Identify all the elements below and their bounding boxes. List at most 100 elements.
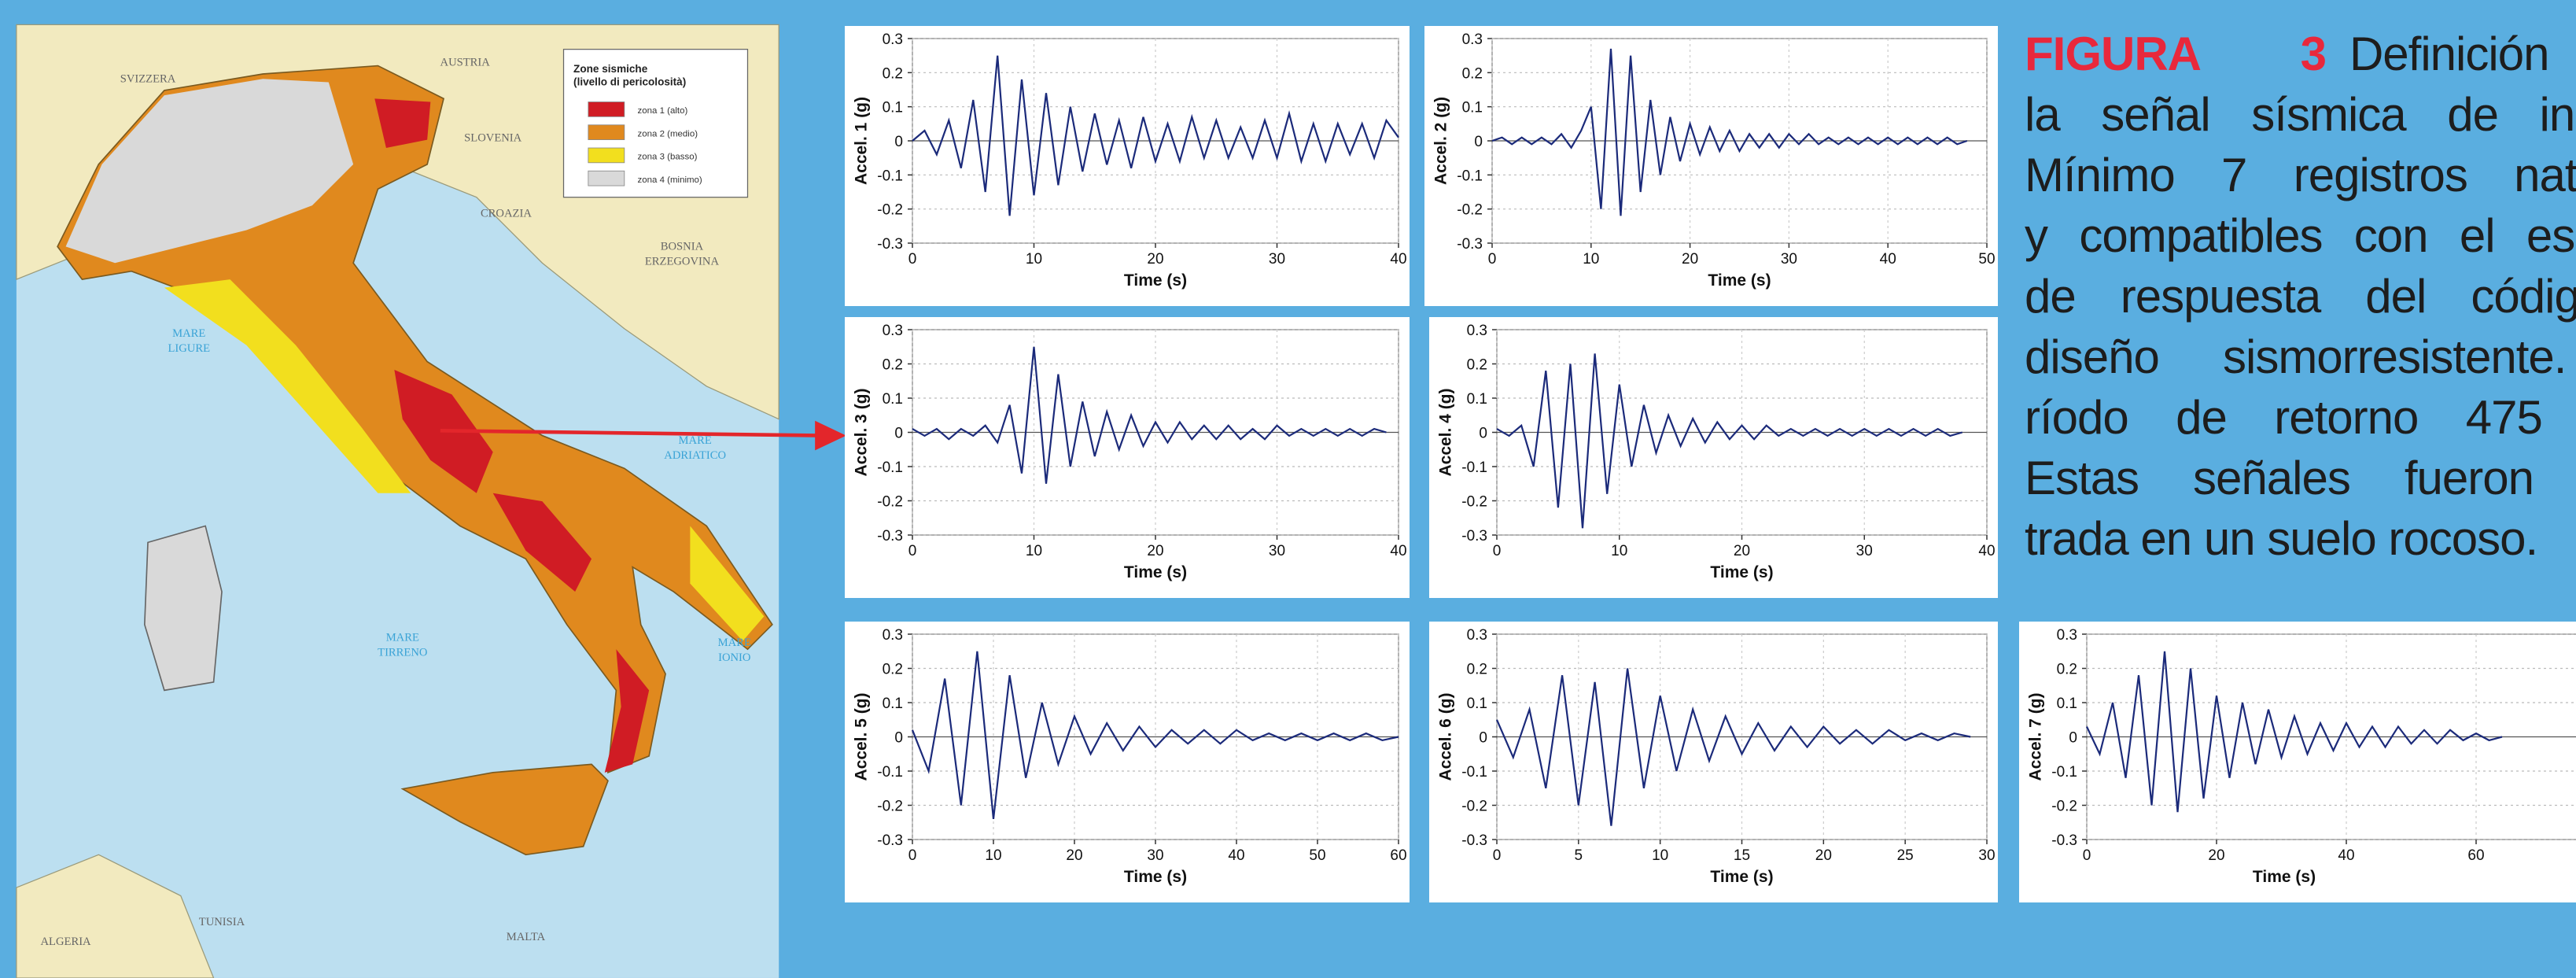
zone-area: [492, 493, 592, 592]
legend-label: zona 3 (basso): [638, 153, 698, 162]
x-tick-label: 20: [1147, 543, 1163, 559]
caption-text: la señal sísmica de ingreso.: [2025, 88, 2576, 141]
y-tick-label: -0.2: [877, 202, 903, 219]
x-tick-label: 20: [1147, 251, 1163, 268]
y-tick-label: -0.1: [877, 764, 903, 781]
chart: -0.3 -0.2 -0.1 0 0.1 0.2 0.3 0 10 20 30 40 50 60 Time …: [845, 622, 1410, 902]
legend-swatch: [588, 124, 625, 140]
y-tick-label: 0.3: [883, 323, 903, 339]
zone-area: [374, 98, 431, 149]
y-tick-label: 0.2: [883, 65, 903, 82]
x-tick-label: 10: [1026, 543, 1042, 559]
x-tick-label: 40: [1228, 847, 1244, 864]
x-tick-label: 50: [1978, 251, 1995, 268]
y-tick-label: 0.1: [1462, 100, 1483, 116]
caption-text: trada en un suelo rocoso.: [2025, 512, 2538, 565]
zone-area: [164, 279, 411, 493]
y-tick-label: -0.3: [877, 236, 903, 253]
y-tick-label: -0.2: [1461, 494, 1487, 511]
y-tick-label: 0.3: [883, 31, 903, 48]
y-tick-label: -0.2: [1457, 202, 1483, 219]
y-tick-label: 0.2: [2057, 662, 2077, 678]
y-tick-label: 0: [2069, 730, 2077, 747]
x-tick-label: 0: [1488, 251, 1497, 268]
map-label: TIRRENO: [378, 647, 427, 659]
x-tick-label: 40: [1880, 251, 1896, 268]
zone-area: [65, 79, 354, 264]
chart: -0.3 -0.2 -0.1 0 0.1 0.2 0.3 0 10 20 30 40 Time (s) A…: [845, 317, 1410, 598]
x-tick-label: 40: [1390, 251, 1406, 268]
y-tick-label: 0: [894, 426, 903, 442]
y-tick-label: 0.3: [1467, 323, 1487, 339]
y-axis-title: Accel. 4 (g): [1437, 388, 1455, 476]
map-label: CROAZIA: [481, 208, 532, 220]
caption-line: Mínimo 7 registros naturales: [2025, 145, 2576, 205]
x-tick-label: 30: [1269, 543, 1285, 559]
y-tick-label: 0: [894, 730, 903, 747]
caption-line: FIGURA 3 Definición de: [2025, 24, 2576, 84]
caption-line: de respuesta del código de: [2025, 266, 2576, 327]
signal-line: [2086, 651, 2503, 813]
y-tick-label: -0.2: [877, 494, 903, 511]
y-tick-label: -0.3: [877, 832, 903, 849]
x-tick-label: 10: [985, 847, 1001, 864]
map-label: SLOVENIA: [464, 132, 521, 145]
legend-swatch: [588, 170, 625, 186]
arrow-head: [815, 420, 846, 451]
x-tick-label: 20: [1734, 543, 1750, 559]
signal-line: [1491, 48, 1968, 216]
y-tick-label: 0.2: [883, 662, 903, 678]
x-axis-title: Time (s): [1124, 868, 1187, 886]
map-label: MALTA: [507, 931, 546, 943]
map-label: LIGURE: [168, 342, 210, 355]
y-axis-title: Accel. 2 (g): [1432, 97, 1450, 185]
y-tick-label: -0.1: [2051, 764, 2077, 781]
x-axis-title: Time (s): [1710, 868, 1773, 886]
x-tick-label: 0: [1493, 847, 1502, 864]
y-axis-title: Accel. 6 (g): [1437, 692, 1455, 781]
map-label: TUNISIA: [199, 916, 245, 928]
y-tick-label: 0.1: [883, 391, 903, 408]
legend-label: zona 2 (medio): [638, 129, 698, 138]
y-tick-label: 0.3: [2057, 627, 2077, 644]
x-tick-label: 25: [1897, 847, 1914, 864]
caption-line: ríodo de retorno 475 años.: [2025, 387, 2576, 448]
map-label: MARE: [172, 327, 205, 340]
y-tick-label: 0.1: [1467, 696, 1487, 712]
x-tick-label: 40: [1978, 543, 1995, 559]
y-axis-title: Accel. 3 (g): [853, 388, 871, 476]
y-tick-label: 0.3: [883, 627, 903, 644]
map-label: ERZEGOVINA: [645, 255, 720, 268]
land: [16, 854, 215, 978]
x-tick-label: 30: [1781, 251, 1797, 268]
x-tick-label: 10: [1026, 251, 1042, 268]
y-tick-label: 0: [1479, 426, 1487, 442]
chart: -0.3 -0.2 -0.1 0 0.1 0.2 0.3 0 10 20 30 40 Time (s) A…: [845, 26, 1410, 306]
caption-text: de respuesta del código de: [2025, 270, 2576, 323]
y-tick-label: 0.1: [883, 696, 903, 712]
x-tick-label: 15: [1734, 847, 1750, 864]
map-label: MARE: [718, 637, 751, 649]
y-tick-label: 0.3: [1467, 627, 1487, 644]
legend-swatch: [588, 147, 625, 164]
y-tick-label: 0.2: [1467, 357, 1487, 374]
y-tick-label: 0.1: [883, 100, 903, 116]
x-tick-label: 60: [2467, 847, 2484, 864]
map-label: ADRIATICO: [664, 449, 726, 462]
chart-panel: [2019, 622, 2576, 902]
zone-area: [604, 649, 650, 773]
chart: -0.3 -0.2 -0.1 0 0.1 0.2 0.3 0 5 10 15 20 25 30 Time (…: [1429, 622, 1998, 902]
y-tick-label: -0.1: [1461, 764, 1487, 781]
legend-label: zona 1 (alto): [638, 106, 688, 116]
map-label: AUSTRIA: [440, 57, 491, 69]
y-axis-title: Accel. 7 (g): [2027, 692, 2045, 781]
y-tick-label: 0: [894, 134, 903, 150]
signal-line: [912, 55, 1399, 216]
chart: -0.3 -0.2 -0.1 0 0.1 0.2 0.3 0 10 20 30 40 50 Time (s…: [1424, 26, 1998, 306]
caption-line: diseño sismorresistente. Pe-: [2025, 327, 2576, 387]
x-tick-label: 0: [908, 251, 917, 268]
y-tick-label: 0: [1474, 134, 1483, 150]
chart-panel: [1429, 317, 1998, 598]
map-label: MARE: [679, 434, 712, 447]
x-tick-label: 60: [1390, 847, 1406, 864]
